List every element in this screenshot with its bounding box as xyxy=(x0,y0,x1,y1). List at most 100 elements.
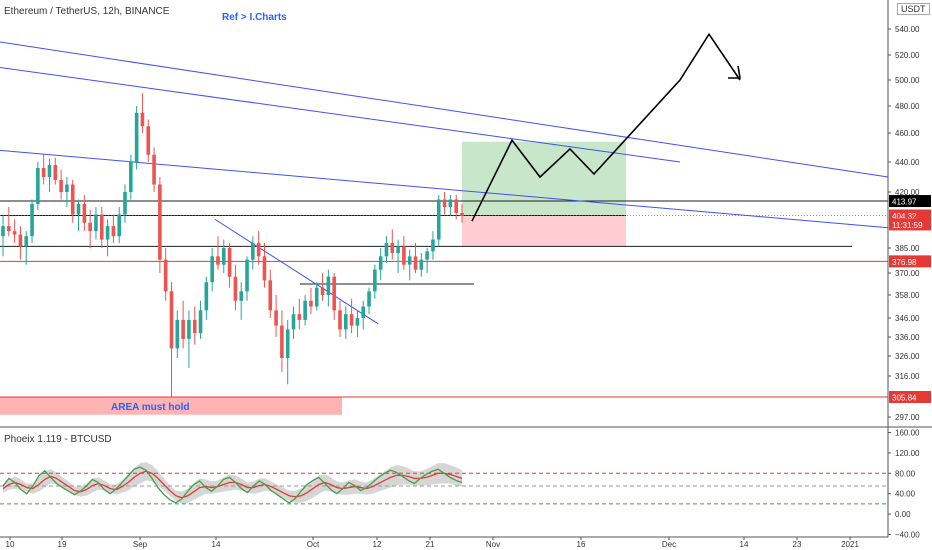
candle xyxy=(134,106,139,170)
candle-body xyxy=(413,256,418,270)
candle xyxy=(41,154,46,185)
candle-body xyxy=(187,319,191,339)
candle xyxy=(431,231,435,260)
price-tick-label: 346.00 xyxy=(895,314,920,323)
price-tick-label: 370.00 xyxy=(895,269,920,278)
candle xyxy=(175,310,180,358)
time-tick-label: Nov xyxy=(486,540,500,549)
price-tick-label: 385.00 xyxy=(895,244,920,253)
candle xyxy=(442,192,447,215)
candle-body xyxy=(396,246,400,253)
trendline-3 xyxy=(0,149,889,229)
candle xyxy=(105,219,110,257)
time-tick-label: 23 xyxy=(793,540,802,549)
candle xyxy=(338,300,342,337)
candle-body xyxy=(146,126,151,155)
price-badge-label: 305.84 xyxy=(892,394,917,403)
candle-body xyxy=(221,248,226,265)
candle-body xyxy=(30,204,34,237)
candle xyxy=(373,264,377,299)
currency-badge[interactable]: USDT xyxy=(897,3,930,15)
candle xyxy=(291,306,296,339)
candle-body xyxy=(12,231,17,235)
candle xyxy=(460,204,464,223)
candle-body xyxy=(134,112,139,162)
price-badge-bg xyxy=(889,195,931,208)
candle xyxy=(349,298,354,334)
candle-body xyxy=(192,319,197,334)
candle-body xyxy=(105,226,110,240)
projection-path xyxy=(471,32,741,222)
candle xyxy=(384,236,389,263)
candle-body xyxy=(355,318,360,326)
candle-body xyxy=(163,259,168,292)
candle-body xyxy=(216,256,220,265)
candle-body xyxy=(442,199,447,207)
candle xyxy=(390,229,395,260)
candle xyxy=(210,248,214,292)
candle xyxy=(1,216,5,257)
zones-layer: AREA must hold xyxy=(0,141,626,415)
candle xyxy=(285,319,290,385)
candle xyxy=(123,184,127,223)
candle xyxy=(326,269,331,307)
price-badge-label: 376.98 xyxy=(892,258,917,267)
candle xyxy=(407,249,412,281)
candle xyxy=(146,119,151,162)
candle-body xyxy=(175,319,180,349)
candle-body xyxy=(280,325,284,358)
candle-body xyxy=(343,314,348,330)
price-badge-label: 404.32 xyxy=(892,212,917,221)
candle xyxy=(448,195,453,216)
candle xyxy=(76,199,81,232)
candle xyxy=(233,264,238,311)
candle xyxy=(70,180,75,223)
time-tick-label: 14 xyxy=(740,540,749,549)
candle xyxy=(454,195,458,220)
time-tick-label: Oct xyxy=(307,540,320,549)
candle xyxy=(309,287,313,315)
candle xyxy=(378,248,383,281)
candle-body xyxy=(169,291,174,349)
candle-body xyxy=(158,184,162,260)
candle-body xyxy=(454,199,458,213)
candle xyxy=(59,169,63,200)
candle xyxy=(361,300,366,330)
candle-body xyxy=(99,214,104,240)
candle xyxy=(314,282,319,311)
candle xyxy=(88,210,92,248)
candle-body xyxy=(1,226,5,237)
candle-body xyxy=(402,246,406,265)
candle-body xyxy=(181,319,185,339)
candle xyxy=(140,93,145,133)
time-tick-label: 16 xyxy=(577,540,586,549)
candle xyxy=(425,248,429,273)
candle-body xyxy=(233,276,238,301)
candle-body xyxy=(460,213,464,216)
oscillator-tick-label: −40.00 xyxy=(895,530,920,539)
candle xyxy=(239,282,244,320)
candle-body xyxy=(262,256,267,281)
candles-layer xyxy=(1,93,464,397)
candle xyxy=(36,162,40,210)
candle xyxy=(320,273,325,301)
candle-body xyxy=(378,256,383,270)
candle-body xyxy=(384,242,389,257)
candle xyxy=(111,214,116,243)
candle xyxy=(82,195,87,232)
reference-label: Ref > I.Charts xyxy=(222,12,287,23)
price-tick-label: 540.00 xyxy=(895,25,920,34)
candle-body xyxy=(425,251,429,260)
candle-body xyxy=(227,248,232,277)
price-tick-label: 520.00 xyxy=(895,51,920,60)
candle-body xyxy=(390,242,395,253)
candle xyxy=(221,239,226,273)
candle-body xyxy=(407,256,412,265)
candle-body xyxy=(59,180,63,192)
price-tick-label: 297.00 xyxy=(895,413,920,422)
candle-body xyxy=(309,300,313,307)
candle xyxy=(413,242,418,273)
